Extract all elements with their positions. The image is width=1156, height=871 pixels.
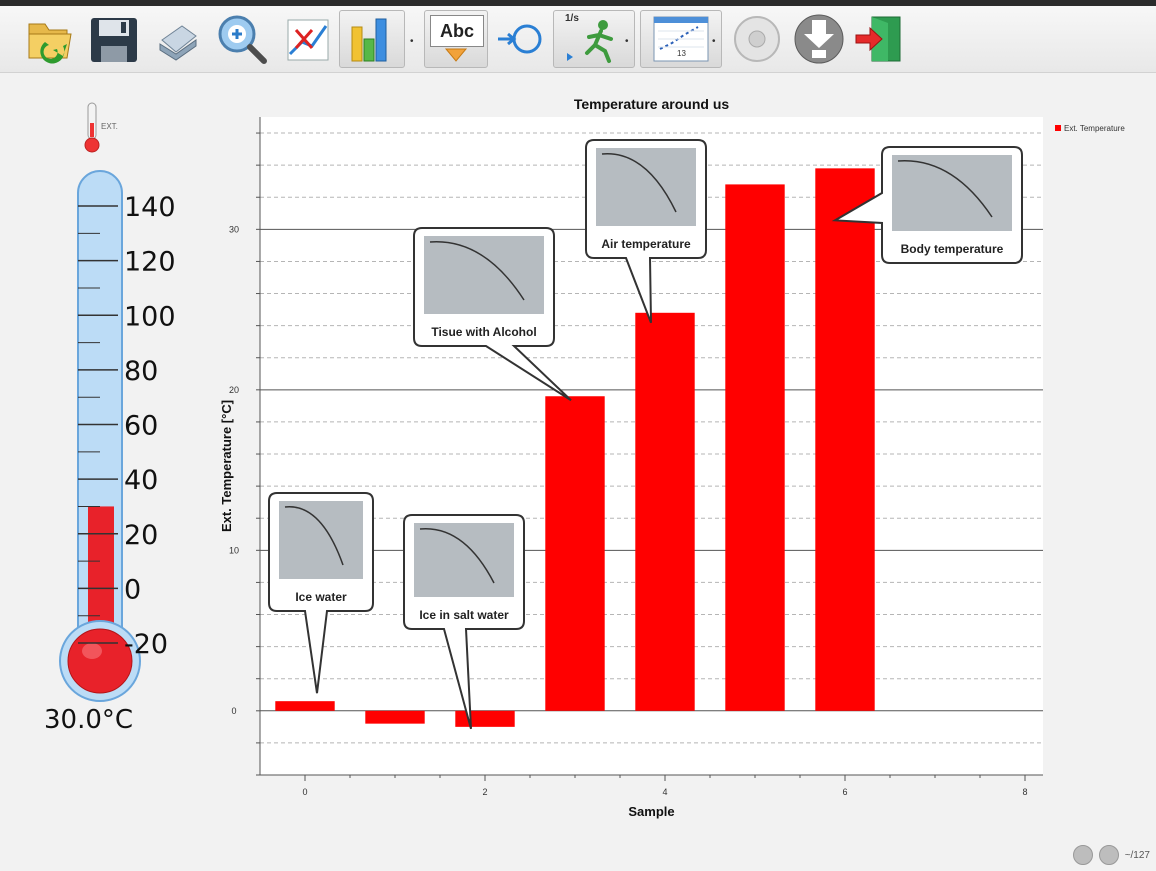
probe-wire-icon xyxy=(419,528,495,584)
thermometer-scale-label: 60 xyxy=(124,411,158,442)
bar[interactable] xyxy=(545,396,605,711)
thermometer-scale-label: 40 xyxy=(124,465,158,496)
y-tick-label: 30 xyxy=(229,224,239,234)
thermometer-scale-label: 80 xyxy=(124,356,158,387)
open-button[interactable] xyxy=(20,10,80,68)
save-icon xyxy=(91,18,137,62)
thermometer-scale-label: -20 xyxy=(124,629,168,660)
x-tick-label: 8 xyxy=(1022,787,1027,797)
graph-button[interactable] xyxy=(280,10,334,68)
bar[interactable] xyxy=(365,710,425,724)
bar[interactable] xyxy=(275,701,335,711)
fit-button[interactable] xyxy=(492,10,548,68)
annotation-callout[interactable]: Air temperature xyxy=(585,139,707,324)
callout-caption: Ice water xyxy=(295,590,347,604)
sensor-thermometer-icon xyxy=(84,102,100,153)
bar-chart: 0 10 20 30 0 2 4 6 8 Temperature around us Sample E… xyxy=(219,96,1125,819)
probe-wire-icon xyxy=(429,241,525,301)
table-dropdown-icon[interactable]: • xyxy=(712,36,716,47)
y-tick-label: 10 xyxy=(229,545,239,555)
x-tick-label: 0 xyxy=(302,787,307,797)
zoom-button[interactable] xyxy=(212,10,272,68)
top-border xyxy=(0,0,1156,6)
download-icon xyxy=(794,14,844,64)
save-button[interactable] xyxy=(84,10,144,68)
open-folder-icon xyxy=(28,23,72,64)
thermometer-panel: EXT. 140 120 100 80 60 40 20 0 -20 30.0°C xyxy=(0,73,215,773)
thermometer-scale-label: 120 xyxy=(124,247,176,278)
status-bar: ~/127 xyxy=(1072,845,1150,865)
label-icon: Abc xyxy=(428,13,484,65)
thermometer-bulb xyxy=(67,628,133,694)
callout-photo xyxy=(424,236,544,314)
callout-photo xyxy=(892,155,1012,231)
thermometer-scale-label: 140 xyxy=(124,192,176,223)
callout-photo xyxy=(596,148,696,226)
callout-caption: Air temperature xyxy=(601,237,691,251)
thermometer-scale-label: 20 xyxy=(124,520,158,551)
chart-type-button[interactable] xyxy=(339,10,405,68)
stop-button[interactable] xyxy=(728,10,786,68)
x-tick-label: 6 xyxy=(842,787,847,797)
clear-graph-icon xyxy=(287,19,329,61)
chart-panel: 0 10 20 30 0 2 4 6 8 Temperature around us Sample E… xyxy=(205,73,1156,833)
run-dropdown-icon[interactable]: • xyxy=(625,36,629,47)
callout-caption: Tisue with Alcohol xyxy=(431,325,536,339)
y-tick-label: 0 xyxy=(231,706,236,716)
status-counter: ~/127 xyxy=(1124,849,1150,861)
exit-icon xyxy=(855,16,901,62)
callout-caption: Ice in salt water xyxy=(419,608,509,622)
fit-curve-icon xyxy=(498,24,542,54)
legend-swatch xyxy=(1055,125,1061,131)
legend-entry: Ext. Temperature xyxy=(1064,124,1125,133)
chart-title: Temperature around us xyxy=(574,96,730,112)
stop-icon xyxy=(734,16,780,62)
connection-icon[interactable] xyxy=(1072,845,1093,865)
annotation-callout[interactable]: Tisue with Alcohol xyxy=(413,227,572,402)
table-button[interactable]: 13 xyxy=(640,10,722,68)
thermometer-scale-label: 0 xyxy=(124,574,141,605)
bar[interactable] xyxy=(455,710,515,727)
bar[interactable] xyxy=(635,312,695,711)
y-tick-label: 20 xyxy=(229,385,239,395)
print-icon xyxy=(159,25,197,61)
callout-photo xyxy=(414,523,514,597)
probe-wire-icon xyxy=(601,153,677,213)
run-button[interactable]: 1/s xyxy=(553,10,635,68)
x-axis-label: Sample xyxy=(628,804,674,819)
callout-photo xyxy=(279,501,363,579)
print-button[interactable] xyxy=(150,10,204,68)
main-area: EXT. 140 120 100 80 60 40 20 0 -20 30.0°C 0 10 20 3… xyxy=(0,73,1156,871)
annotation-callout[interactable]: Ice water xyxy=(268,492,374,694)
chart-type-icon xyxy=(351,18,387,62)
bar[interactable] xyxy=(725,184,785,711)
thermometer-scale-label: 100 xyxy=(124,301,176,332)
thermometer-ticks xyxy=(78,205,118,644)
temperature-readout: 30.0°C xyxy=(44,705,134,735)
probe-wire-icon xyxy=(897,160,993,218)
zoom-in-icon xyxy=(218,15,267,64)
exit-button[interactable] xyxy=(852,10,908,68)
callout-caption: Body temperature xyxy=(901,242,1004,256)
settings-icon[interactable] xyxy=(1098,845,1119,865)
y-axis-label: Ext. Temperature [°C] xyxy=(219,400,234,532)
toolbar: • Abc 1/s • xyxy=(0,6,1156,73)
chart-type-dropdown-icon[interactable]: • xyxy=(410,36,414,47)
thermometer-scale: 140 120 100 80 60 40 20 0 -20 xyxy=(124,192,176,660)
x-tick-label: 4 xyxy=(662,787,667,797)
thermometer: EXT. 140 120 100 80 60 40 20 0 -20 xyxy=(59,102,176,702)
x-tick-label: 2 xyxy=(482,787,487,797)
annotation-callout[interactable]: Ice in salt water xyxy=(403,514,525,730)
download-button[interactable] xyxy=(790,10,848,68)
run-experiment-icon: 1/s xyxy=(559,13,629,65)
sensor-label: EXT. xyxy=(101,122,118,131)
data-table-icon: 13 xyxy=(650,13,712,65)
label-button[interactable]: Abc xyxy=(424,10,488,68)
probe-wire-icon xyxy=(284,506,344,566)
annotation-callout[interactable]: Body temperature xyxy=(831,146,1023,264)
bar[interactable] xyxy=(815,168,875,711)
